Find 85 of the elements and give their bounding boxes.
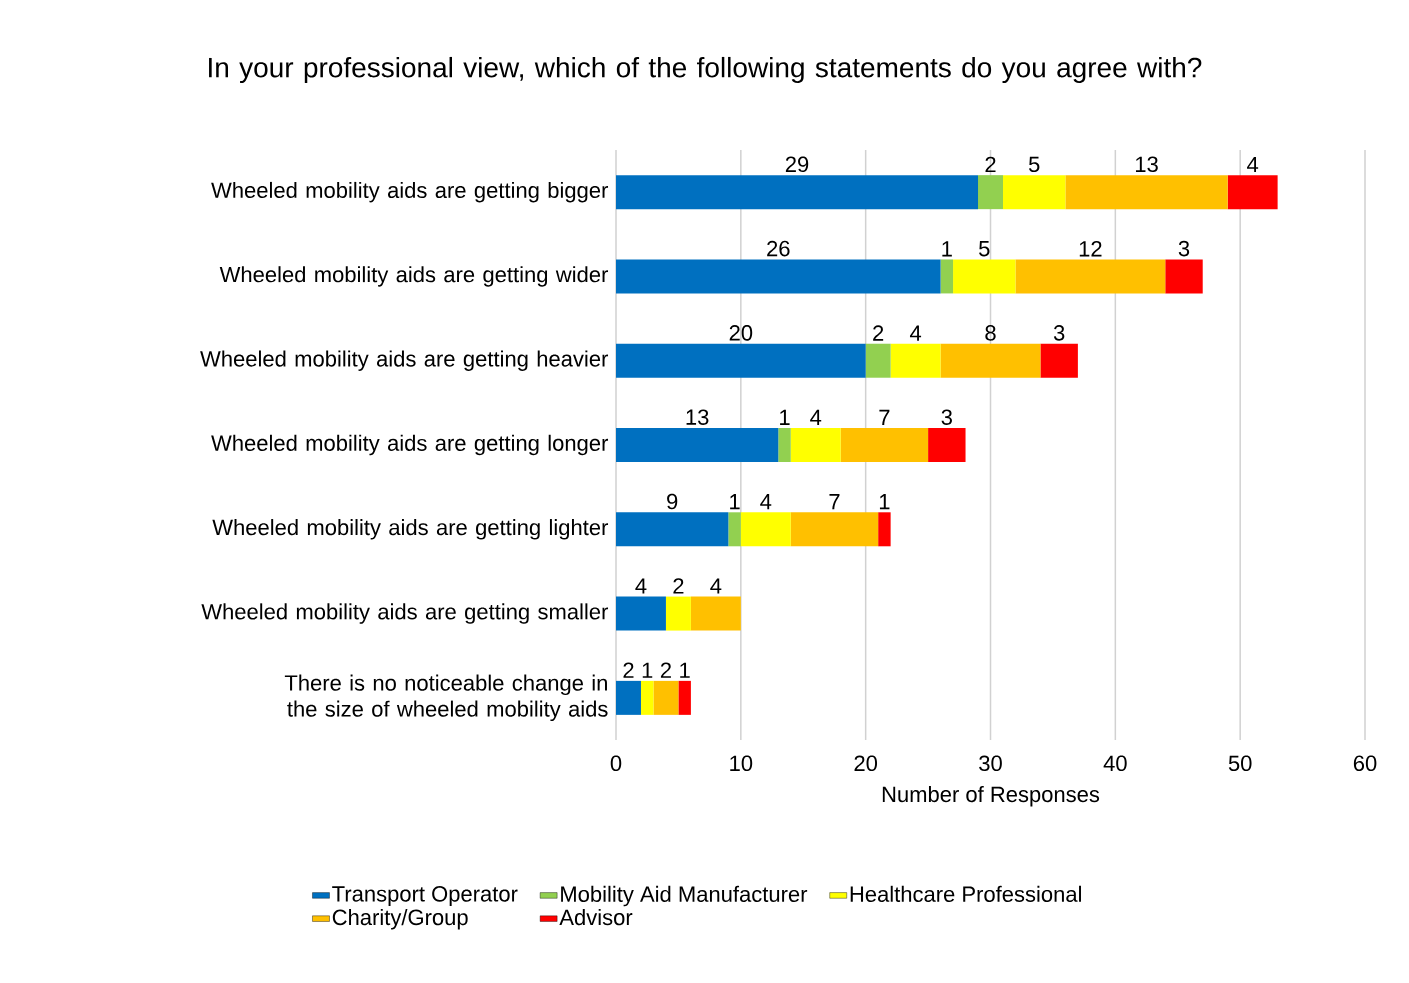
bar bbox=[740, 512, 791, 547]
data-label: 3 bbox=[941, 409, 952, 425]
legend-label: Transport Operator bbox=[332, 886, 518, 907]
data-label: 4 bbox=[909, 325, 922, 341]
data-label: 7 bbox=[879, 409, 890, 425]
bar bbox=[940, 259, 954, 294]
bar bbox=[653, 680, 679, 715]
data-label: 1 bbox=[780, 409, 790, 425]
data-label: 2 bbox=[660, 662, 671, 678]
data-label: 1 bbox=[879, 494, 890, 510]
bar bbox=[953, 259, 1016, 294]
data-label: 29 bbox=[785, 156, 809, 173]
data-label: 13 bbox=[1135, 156, 1158, 173]
data-label: 1 bbox=[680, 662, 690, 678]
bar bbox=[940, 343, 1041, 378]
data-label: 3 bbox=[1053, 325, 1065, 341]
legend-label: Advisor bbox=[559, 909, 633, 926]
legend-label: Healthcare Professional bbox=[850, 885, 1081, 902]
data-label: 4 bbox=[760, 494, 772, 510]
y-tick-label: There is no noticeable change in the size of wheeled mobility aids bbox=[284, 674, 608, 722]
bar bbox=[878, 512, 891, 547]
bar bbox=[728, 512, 741, 547]
x-tick-label: 30 bbox=[979, 755, 1002, 772]
bar bbox=[1040, 343, 1078, 378]
bar bbox=[1065, 175, 1228, 210]
data-label: 2 bbox=[623, 662, 634, 678]
x-tick-label: 40 bbox=[1103, 755, 1127, 772]
data-label: 4 bbox=[1247, 156, 1259, 173]
bar bbox=[865, 343, 891, 378]
y-tick-label: Wheeled mobility aids are getting lighter bbox=[212, 519, 609, 540]
bar bbox=[616, 343, 866, 378]
data-label: 2 bbox=[673, 578, 684, 594]
bar bbox=[1015, 259, 1166, 294]
data-label: 1 bbox=[730, 494, 740, 510]
legend-label: Charity/Group bbox=[332, 909, 468, 930]
data-label: 13 bbox=[686, 409, 709, 425]
x-axis-title: Number of Responses bbox=[882, 785, 1100, 807]
data-label: 2 bbox=[985, 156, 996, 173]
bar bbox=[690, 596, 741, 631]
y-tick-label: Wheeled mobility aids are getting heavier bbox=[200, 350, 609, 371]
data-label: 7 bbox=[829, 494, 840, 510]
data-label: 1 bbox=[942, 241, 952, 257]
bar bbox=[790, 428, 841, 463]
data-label: 4 bbox=[810, 409, 822, 425]
data-label: 2 bbox=[873, 325, 884, 341]
bar bbox=[928, 428, 966, 463]
data-label: 12 bbox=[1079, 241, 1102, 257]
data-label: 4 bbox=[710, 578, 722, 594]
data-label: 8 bbox=[985, 325, 996, 341]
bar bbox=[778, 428, 791, 463]
x-tick-label: 0 bbox=[610, 755, 622, 772]
data-label: 5 bbox=[979, 241, 990, 257]
data-label: 20 bbox=[729, 325, 753, 341]
x-tick-label: 20 bbox=[854, 755, 878, 772]
bar bbox=[840, 428, 929, 463]
bar bbox=[616, 175, 979, 210]
data-label: 26 bbox=[767, 240, 790, 257]
data-label: 1 bbox=[642, 662, 653, 678]
bar bbox=[665, 596, 691, 631]
x-tick-label: 50 bbox=[1228, 755, 1252, 772]
bar bbox=[640, 680, 654, 715]
chart-title: In your professional view, which of the following statements do you agree with? bbox=[209, 56, 1202, 84]
data-label: 5 bbox=[1028, 156, 1040, 173]
bar bbox=[1002, 175, 1066, 210]
y-tick-label: Wheeled mobility aids are getting wider bbox=[219, 266, 609, 287]
data-label: 4 bbox=[635, 578, 647, 594]
bar bbox=[978, 175, 1003, 210]
x-tick-label: 10 bbox=[730, 755, 753, 772]
bar bbox=[616, 596, 666, 631]
bar bbox=[890, 343, 941, 378]
bar bbox=[616, 259, 941, 294]
bar bbox=[616, 428, 779, 463]
x-tick-label: 60 bbox=[1353, 755, 1377, 772]
y-tick-label: Wheeled mobility aids are getting longer bbox=[211, 434, 609, 456]
bar bbox=[616, 680, 641, 715]
bar bbox=[616, 512, 729, 547]
data-label: 3 bbox=[1178, 240, 1190, 257]
y-tick-label: Wheeled mobility aids are getting smaller bbox=[201, 603, 609, 624]
bar bbox=[790, 512, 879, 547]
bar bbox=[1227, 175, 1278, 210]
data-label: 9 bbox=[667, 493, 678, 510]
bar bbox=[1165, 259, 1203, 294]
bar bbox=[678, 680, 691, 715]
legend-label: Mobility Aid Manufacturer bbox=[561, 885, 808, 907]
y-tick-label: Wheeled mobility aids are getting bigger bbox=[211, 181, 609, 203]
